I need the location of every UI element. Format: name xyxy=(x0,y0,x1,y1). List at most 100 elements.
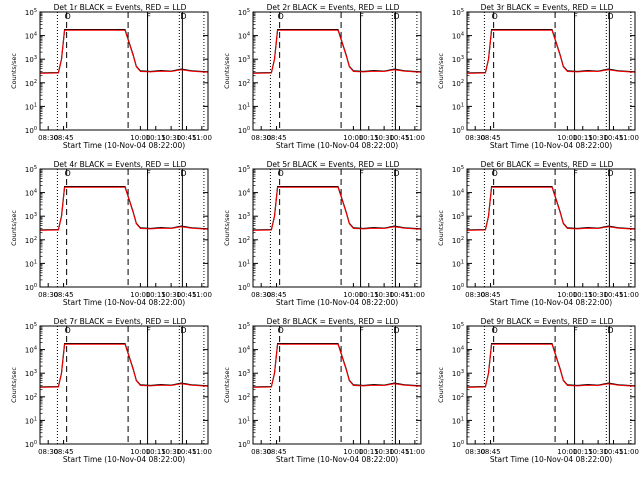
event-marker-o: O xyxy=(278,12,284,21)
y-tick-label: 101 xyxy=(238,259,250,268)
event-marker-o: O xyxy=(65,169,71,178)
x-tick-label: 10:15 xyxy=(573,448,593,456)
y-tick-label: 102 xyxy=(238,79,250,88)
x-tick-label: 10:45 xyxy=(389,448,409,456)
event-marker-d: D xyxy=(393,12,399,21)
x-axis-label: Start Time (10-Nov-04 08:22:00) xyxy=(276,298,398,307)
x-tick-label: 10:45 xyxy=(176,134,196,142)
x-tick-label: 10:00 xyxy=(130,448,150,456)
x-tick-label: 10:00 xyxy=(343,448,363,456)
x-tick-label: 10:30 xyxy=(588,134,608,142)
y-tick-label: 100 xyxy=(25,440,37,449)
y-tick-label: 104 xyxy=(25,189,37,198)
event-marker-f: F xyxy=(146,12,151,21)
y-tick-label: 102 xyxy=(238,236,250,245)
event-marker-o: O xyxy=(278,326,284,335)
x-tick-label: 11:00 xyxy=(619,448,639,456)
event-marker-f: F xyxy=(573,169,578,178)
series-lld-line xyxy=(252,343,422,388)
x-tick-label: 10:15 xyxy=(146,291,166,299)
y-tick-label: 100 xyxy=(452,126,464,135)
x-tick-label: 08:45 xyxy=(266,448,286,456)
x-tick-label: 10:00 xyxy=(557,291,577,299)
y-tick-label: 100 xyxy=(25,126,37,135)
x-tick-label: 11:00 xyxy=(405,448,425,456)
x-tick-label: 10:30 xyxy=(588,448,608,456)
x-tick-label: 08:30 xyxy=(251,134,271,142)
y-tick-label: 104 xyxy=(238,32,250,41)
series-lld-line xyxy=(39,186,209,231)
x-tick-label: 10:00 xyxy=(130,291,150,299)
x-tick-label: 11:00 xyxy=(619,291,639,299)
y-tick-label: 101 xyxy=(452,259,464,268)
event-marker-f: F xyxy=(146,326,151,335)
x-tick-label: 10:30 xyxy=(161,291,181,299)
x-tick-label: 10:15 xyxy=(573,291,593,299)
event-marker-d: D xyxy=(180,169,186,178)
y-axis-label: Counts/sec xyxy=(437,367,445,403)
x-tick-label: 10:00 xyxy=(557,134,577,142)
y-tick-label: 105 xyxy=(452,8,464,17)
x-axis-label: Start Time (10-Nov-04 08:22:00) xyxy=(490,455,612,464)
panel-title: Det 5r BLACK = Events, RED = LLD xyxy=(267,160,400,169)
y-tick-label: 104 xyxy=(452,189,464,198)
x-tick-label: 10:45 xyxy=(603,291,623,299)
y-tick-label: 104 xyxy=(452,346,464,355)
event-marker-o: O xyxy=(492,12,498,21)
y-tick-label: 102 xyxy=(452,236,464,245)
panel-title: Det 1r BLACK = Events, RED = LLD xyxy=(54,3,187,12)
x-tick-label: 10:15 xyxy=(146,134,166,142)
panel-title: Det 4r BLACK = Events, RED = LLD xyxy=(54,160,187,169)
event-marker-d: D xyxy=(607,12,613,21)
x-tick-label: 10:45 xyxy=(176,291,196,299)
event-marker-f: F xyxy=(146,169,151,178)
x-tick-label: 11:00 xyxy=(192,134,212,142)
x-tick-label: 10:30 xyxy=(161,448,181,456)
y-tick-label: 102 xyxy=(238,393,250,402)
x-tick-label: 08:45 xyxy=(266,134,286,142)
panel-title: Det 6r BLACK = Events, RED = LLD xyxy=(481,160,614,169)
x-tick-label: 08:30 xyxy=(465,134,485,142)
y-tick-label: 102 xyxy=(25,236,37,245)
y-axis-label: Counts/sec xyxy=(10,367,18,403)
x-tick-label: 11:00 xyxy=(192,448,212,456)
y-tick-label: 101 xyxy=(238,416,250,425)
y-tick-label: 101 xyxy=(452,416,464,425)
plot-frame xyxy=(39,168,209,288)
y-tick-label: 103 xyxy=(238,55,250,64)
x-tick-label: 10:45 xyxy=(603,448,623,456)
event-marker-o: O xyxy=(278,169,284,178)
x-tick-label: 10:30 xyxy=(374,448,394,456)
y-tick-label: 104 xyxy=(238,189,250,198)
y-tick-label: 100 xyxy=(238,126,250,135)
plot-frame xyxy=(39,325,209,445)
event-marker-d: D xyxy=(393,326,399,335)
x-axis-label: Start Time (10-Nov-04 08:22:00) xyxy=(276,455,398,464)
y-tick-label: 105 xyxy=(452,165,464,174)
x-tick-label: 10:15 xyxy=(359,291,379,299)
event-marker-f: F xyxy=(359,12,364,21)
x-tick-label: 08:45 xyxy=(53,291,73,299)
x-tick-label: 08:45 xyxy=(480,291,500,299)
y-tick-label: 103 xyxy=(452,212,464,221)
panel-title: Det 2r BLACK = Events, RED = LLD xyxy=(267,3,400,12)
x-tick-label: 10:00 xyxy=(343,291,363,299)
y-tick-label: 104 xyxy=(452,32,464,41)
panel-title: Det 7r BLACK = Events, RED = LLD xyxy=(54,317,187,326)
event-marker-f: F xyxy=(359,169,364,178)
plot-frame xyxy=(466,325,636,445)
x-axis-label: Start Time (10-Nov-04 08:22:00) xyxy=(63,455,185,464)
x-tick-label: 10:15 xyxy=(146,448,166,456)
event-marker-f: F xyxy=(573,12,578,21)
y-axis-label: Counts/sec xyxy=(437,53,445,89)
x-tick-label: 08:30 xyxy=(38,291,58,299)
y-tick-label: 105 xyxy=(25,8,37,17)
x-tick-label: 10:00 xyxy=(343,134,363,142)
event-marker-d: D xyxy=(393,169,399,178)
x-axis-label: Start Time (10-Nov-04 08:22:00) xyxy=(276,141,398,150)
